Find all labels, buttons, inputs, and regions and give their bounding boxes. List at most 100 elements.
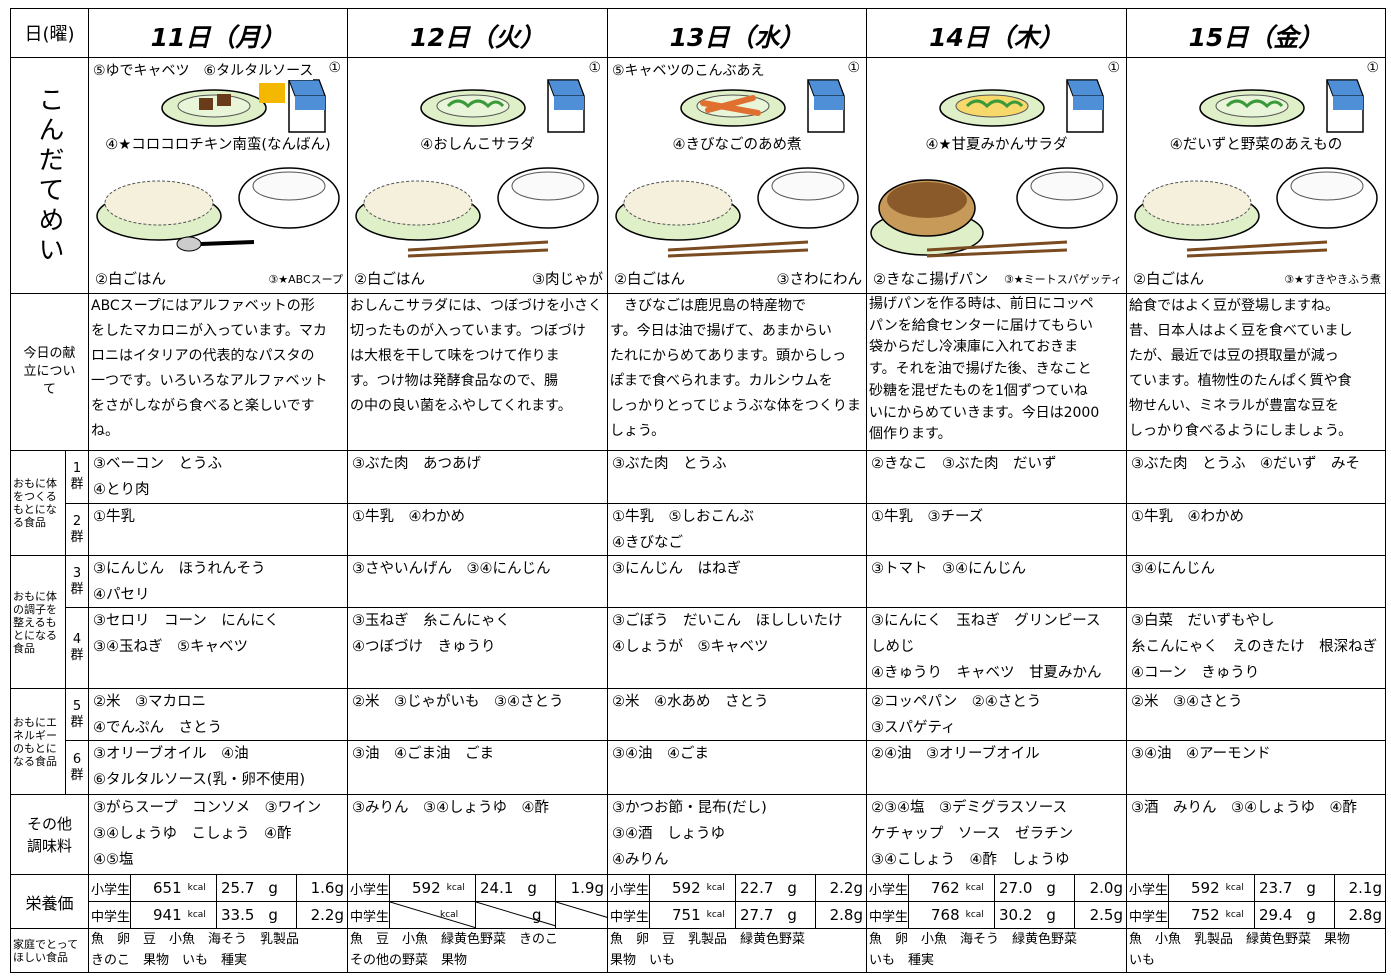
nutrition-cell: kcal [389, 901, 476, 929]
food-item: ①牛乳 [93, 509, 135, 525]
nutrition-cell: 2.0g [1074, 874, 1127, 902]
energy-unit: kcal [965, 910, 984, 920]
seasoning-cell: ②③④塩 ③デミグラスソース ケチャップ ソース ゼラチン ③④こしょう ④酢 しょ… [866, 794, 1127, 875]
dish-label: ④★甘夏みかんサラダ [925, 137, 1068, 153]
energy-unit: kcal [187, 910, 206, 920]
group-number-cell: 1群 [65, 450, 89, 504]
energy-value: 751 [672, 906, 701, 924]
level-label: 小学生 [91, 882, 131, 898]
nutrition-cell: 2.2g [815, 874, 867, 902]
drawing [1186, 240, 1328, 252]
drawing [1186, 248, 1328, 258]
dish-label: ②白ごはん [1133, 272, 1204, 288]
food-item: ③ぶた肉 とうふ ④だいず みそ [1131, 456, 1360, 472]
group-number-cell: 5群 [65, 688, 89, 741]
food-item: しめじ [871, 639, 915, 655]
seasoning-line: ②③④塩 ③デミグラスソース [871, 800, 1067, 816]
drawing [926, 240, 1068, 252]
nutrition-cell: 33.5 g [216, 901, 297, 929]
energy-value: 768 [931, 906, 960, 924]
dish-label: ②白ごはん [614, 272, 685, 288]
group-label-cell: おもに体をつくるもとになる食品 [10, 450, 66, 556]
nutrition-cell: 1.6g [296, 874, 348, 902]
group-label: おもに体をつくるもとになる食品 [13, 477, 57, 529]
nutrition-label: 栄養価 [25, 893, 74, 913]
food-item: ③ぶた肉 あつあげ [352, 456, 481, 472]
nutrition-cell: 2.2g [296, 901, 348, 929]
food-item: ②きなこ ③ぶた肉 だいず [871, 456, 1057, 472]
drawing [104, 180, 214, 226]
dish-label: ① [847, 60, 860, 76]
drawing [259, 83, 285, 103]
description-line: 昔、日本人はよく豆を食べていまし [1129, 323, 1353, 339]
description-line: す。つけ物は発酵食品なので、腸 [350, 373, 559, 389]
description-line: をしたマカロニが入っています。マカ [91, 323, 327, 339]
dish-label: ③★ミートスパゲッティ [1003, 273, 1122, 286]
header-label: 日(曜) [24, 24, 75, 45]
group-number: 6群 [70, 751, 84, 783]
protein-unit: g [1046, 906, 1056, 924]
dish-label: ④おしんこサラダ [420, 137, 535, 153]
family-line: 魚 卵 小魚 海そう 緑黄色野菜 [869, 932, 1078, 947]
nutrition-cell: 小学生 [866, 874, 909, 902]
food-item: ③オリーブオイル ④油 [93, 746, 249, 762]
food-group-cell: ③④油 ④ごま [607, 740, 867, 795]
drawing [407, 248, 549, 258]
drawing [1225, 99, 1284, 109]
nutrition-cell: g [475, 901, 556, 929]
drawing [965, 99, 1024, 109]
drawing [1326, 79, 1364, 97]
description-line: 袋からだし冷凍庫に入れておきま [869, 339, 1079, 356]
drawing [390, 902, 475, 928]
food-group-cell: ③④にんじん [1126, 555, 1386, 608]
drawing [511, 171, 585, 201]
protein-unit: g [527, 879, 537, 897]
nutrition-cell: 23.7 g [1254, 874, 1335, 902]
food-group-cell: ①牛乳 ④わかめ [1126, 503, 1386, 556]
description-line: しっかり食べるようにしましょう。 [1129, 423, 1353, 439]
description-line: は大根を干して味をつけて作りま [350, 348, 560, 364]
group-number-cell: 4群 [65, 607, 89, 689]
drawing [771, 171, 845, 201]
day-title: 14日（木） [929, 23, 1064, 52]
food-item: ①牛乳 ④わかめ [352, 509, 465, 525]
protein-unit: g [787, 879, 797, 897]
level-label: 中学生 [1129, 909, 1169, 925]
description-line: ね。 [91, 423, 119, 439]
nutrition-cell: 小学生 [1126, 874, 1169, 902]
level-label: 中学生 [610, 909, 650, 925]
nutrition-cell: 中学生 [347, 901, 390, 929]
nutrition-cell: 29.4 g [1254, 901, 1335, 929]
food-item: ④コーン きゅうり [1131, 665, 1260, 681]
day-header-cell: 15日（金） [1126, 8, 1386, 58]
food-group-cell: ③ぶた肉 あつあげ [347, 450, 608, 504]
family-label-cell: 家庭でとってほしい食品 [10, 928, 89, 973]
energy-unit: kcal [440, 910, 459, 920]
family-line: 魚 豆 小魚 緑黄色野菜 きのこ [350, 932, 559, 947]
menu-illustration [355, 79, 599, 258]
protein-unit: g [268, 879, 278, 897]
menu-cell: ⑤キャベツのこんぶあえ ① ④きびなごのあめ煮 ②白ごはん ③さわにわん [607, 57, 867, 294]
dish-label: ②白ごはん [354, 272, 425, 288]
menu-cell: ① ④だいずと野菜のあえもの ②白ごはん ③★すきやきふう煮 [1126, 57, 1386, 294]
seasoning-line: ③かつお節・昆布(だし) [612, 800, 767, 816]
description-line: いにからめていきます。今日は2000 [869, 404, 1100, 421]
dish-label: ④きびなごのあめ煮 [672, 137, 802, 153]
protein-unit: g [1046, 879, 1056, 897]
drawing [200, 240, 255, 246]
drawing [176, 236, 202, 252]
nutrition-cell: 768 kcal [908, 901, 995, 929]
menu-illustration [96, 79, 340, 252]
food-item: ③油 ④ごま油 ごま [352, 746, 494, 762]
salt-value: 1.6g [310, 879, 344, 897]
seasoning-cell: ③酒 みりん ③④しょうゆ ④酢 [1126, 794, 1386, 875]
dish-label: ① [588, 60, 601, 76]
protein-value: 22.7 [740, 879, 774, 897]
day-title: 15日（金） [1188, 23, 1324, 52]
energy-value: 941 [153, 906, 182, 924]
nutrition-cell: 592 kcal [389, 874, 476, 902]
level-label: 小学生 [869, 882, 909, 898]
food-item: ④でんぷん さとう [93, 720, 222, 736]
day-header-cell: 12日（火） [347, 8, 608, 58]
drawing [1142, 180, 1252, 226]
